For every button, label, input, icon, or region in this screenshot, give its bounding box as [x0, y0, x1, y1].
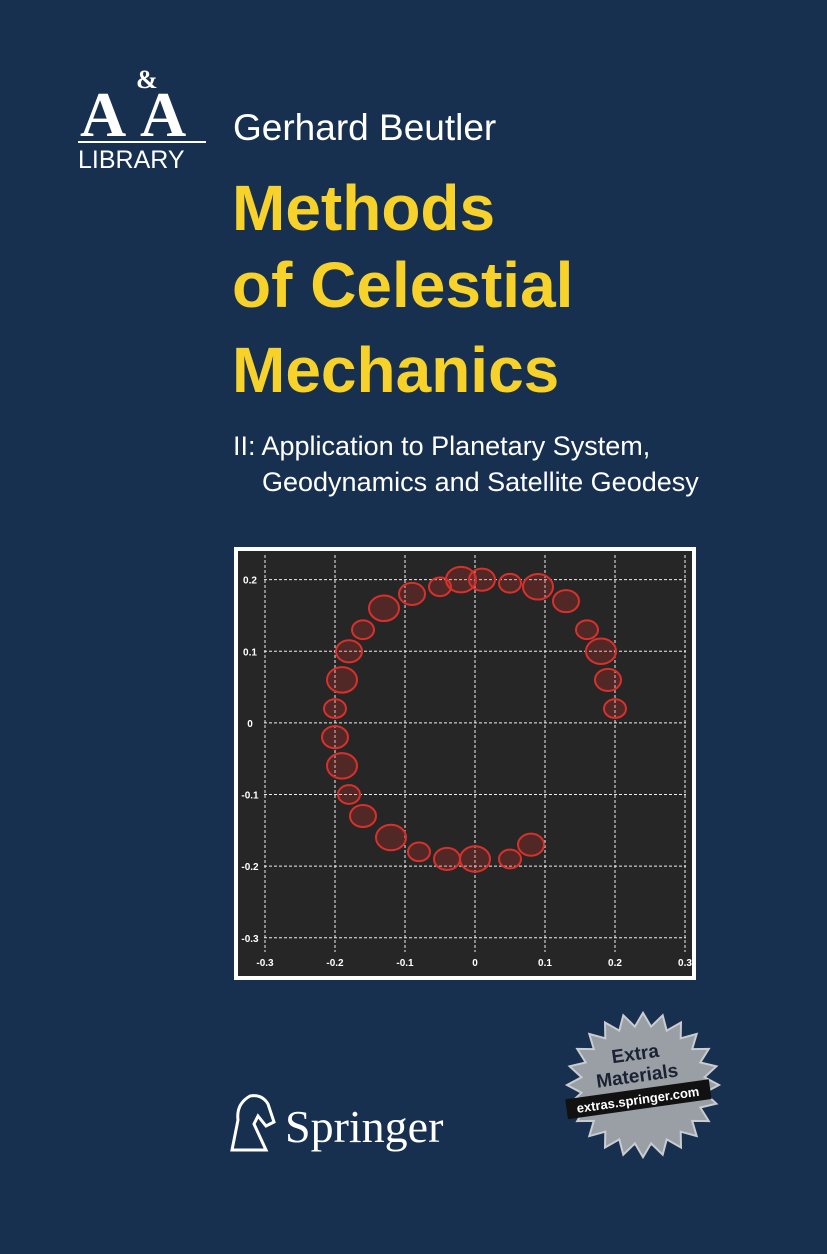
subtitle-line: Geodynamics and Satellite Geodesy [262, 467, 699, 497]
series-logo: A & A LIBRARY [78, 65, 206, 174]
orbit-marker [517, 832, 545, 857]
orbit-marker [335, 639, 363, 664]
logo-amp: & [136, 65, 158, 94]
logo-label: LIBRARY [78, 146, 185, 174]
y-tick-label: 0.2 [243, 576, 257, 587]
x-tick-label: 0.1 [538, 958, 552, 969]
orbit-marker [498, 572, 522, 594]
publisher: Springer [285, 1101, 443, 1152]
orbit-marker [326, 752, 358, 780]
x-tick-label: 0.3 [678, 958, 692, 969]
badge-star [564, 1010, 722, 1160]
orbit-marker [552, 589, 580, 614]
orbit-marker [433, 846, 461, 872]
y-tick-label: -0.1 [241, 791, 259, 802]
orbit-marker [326, 666, 358, 694]
x-tick-label: -0.3 [256, 958, 274, 969]
title-line: Mechanics [232, 334, 559, 406]
chart: -0.3 -0.2 -0.1 0 0.1 0.2 0.3 0.2 0.1 0 -0.1 -0.2 -0.… [241, 555, 692, 969]
logo-letter: A [140, 79, 186, 150]
y-tick-label: -0.3 [241, 934, 259, 945]
orbit-marker [407, 841, 431, 863]
orbit-marker [585, 637, 617, 666]
x-tick-label: 0 [472, 958, 478, 969]
badge-url-box [565, 1079, 712, 1120]
logo-letter: A [80, 79, 126, 150]
publisher-logo: Springer [230, 1094, 443, 1152]
y-tick-label: 0 [247, 719, 253, 730]
orbit-marker [323, 698, 347, 719]
x-tick-label: -0.1 [396, 958, 414, 969]
orbit-marker [349, 803, 377, 829]
orbit-marker [594, 667, 622, 692]
horse-icon [230, 1094, 276, 1152]
orbit-marker [398, 581, 426, 607]
orbit-marker [337, 784, 361, 805]
orbit-marker [459, 845, 491, 873]
orbit-marker [522, 573, 554, 601]
orbit-marker [575, 619, 599, 641]
y-tick-label: 0.1 [243, 647, 257, 658]
y-tick-label: -0.2 [241, 862, 259, 873]
orbit-marker [428, 576, 452, 598]
x-tick-label: 0.2 [608, 958, 622, 969]
orbit-marker [368, 594, 400, 623]
title-line: Methods [232, 172, 495, 244]
subtitle-line: II: Application to Planetary System, [233, 431, 650, 461]
orbit-marker [498, 848, 522, 870]
orbit-marker [321, 725, 349, 750]
x-tick-label: -0.2 [326, 958, 344, 969]
orbit-marker [351, 619, 375, 641]
extra-materials-badge: Extra Materials extras.springer.com [564, 1010, 722, 1160]
orbit-marker [375, 823, 407, 852]
orbit-marker [603, 698, 627, 719]
plot-area [238, 551, 692, 976]
title-line: of Celestial [232, 249, 573, 321]
author: Gerhard Beutler [233, 107, 496, 148]
